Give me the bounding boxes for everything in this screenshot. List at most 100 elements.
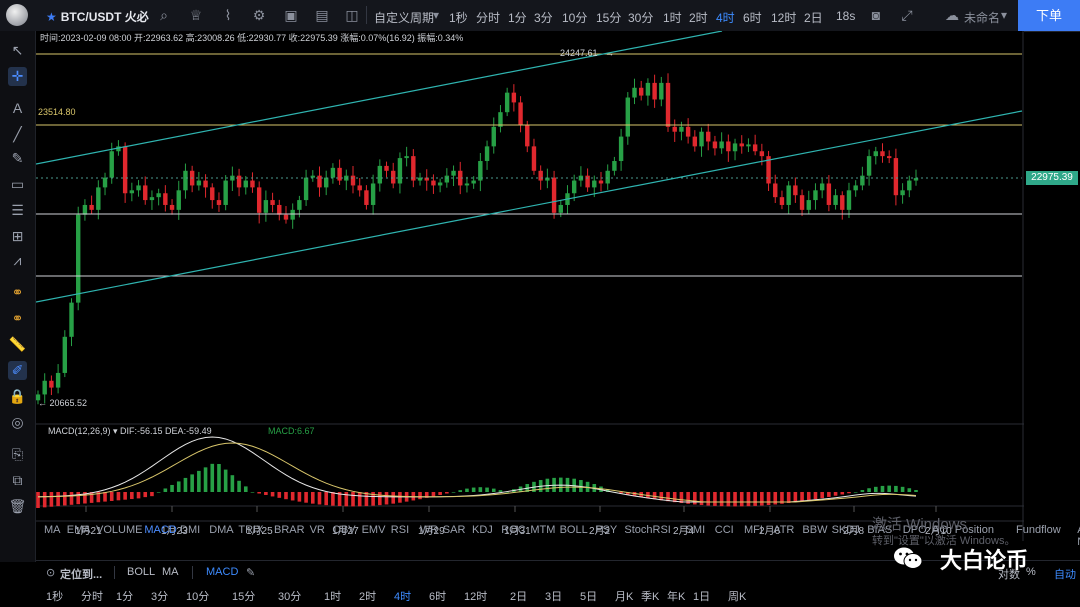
layout-icon[interactable]: ◫ (345, 7, 359, 23)
indicator-tab-bias[interactable]: BIAS (867, 524, 893, 536)
cloud-icon[interactable]: ☁ (945, 7, 959, 23)
hide-icon[interactable]: ◎ (11, 414, 24, 430)
timeframe-17[interactable]: 年K (667, 591, 686, 603)
indicator-tab-boll[interactable]: BOLL (559, 524, 588, 536)
indicator-icon[interactable]: ♕ (189, 7, 203, 23)
auto-toggle[interactable]: 自动 (1054, 569, 1076, 581)
boll-tab[interactable]: BOLL (127, 566, 156, 578)
timeframe-18[interactable]: 1日 (693, 591, 711, 603)
snapshot-icon[interactable]: ▤ (315, 7, 329, 23)
timeframe-4[interactable]: 10分 (186, 591, 210, 603)
period-2[interactable]: 1分 (508, 11, 527, 25)
timeframe-3[interactable]: 3分 (151, 591, 169, 603)
copy-icon[interactable]: ⧉ (12, 472, 23, 488)
timeframe-10[interactable]: 6时 (429, 591, 447, 603)
period-5[interactable]: 15分 (596, 11, 622, 25)
pen-icon[interactable]: ✎ (11, 150, 24, 166)
indicator-tab-stochrsi[interactable]: StochRSI (624, 524, 671, 536)
order-button[interactable]: 下单 (1018, 0, 1080, 31)
ruler-icon[interactable]: 📏 (8, 336, 27, 352)
period-10[interactable]: 6时 (743, 11, 762, 25)
period-4[interactable]: 10分 (562, 11, 588, 25)
macd-tab[interactable]: MACD (206, 566, 239, 578)
settings-icon[interactable]: ⚙ (252, 7, 266, 23)
indicator-tab-emv[interactable]: EMV (361, 524, 386, 536)
timeframe-11[interactable]: 12时 (464, 591, 488, 603)
chart-type-icon[interactable]: ⌇ (224, 7, 232, 23)
timeframe-13[interactable]: 3日 (545, 591, 563, 603)
indicator-tab-position[interactable]: Position (954, 524, 994, 536)
indicator-tab-smi[interactable]: SMI (685, 524, 706, 536)
timeframe-14[interactable]: 5日 (580, 591, 598, 603)
timeframe-0[interactable]: 1秒 (46, 591, 64, 603)
indicator-tab-roc[interactable]: ROC (501, 524, 526, 536)
unnamed-layout[interactable]: 未命名 (964, 11, 1001, 25)
pencil-draw-icon[interactable]: ✐ (8, 361, 27, 380)
price-chart[interactable]: 24000.0023500.0023000.0022500.0022000.00… (35, 30, 1070, 541)
period-1[interactable]: 分时 (476, 11, 501, 25)
timeframe-16[interactable]: 季K (641, 591, 660, 603)
timeframe-5[interactable]: 15分 (232, 591, 256, 603)
text-icon[interactable]: A (12, 100, 23, 116)
indicator-tab-trix[interactable]: TRIX (238, 524, 264, 536)
period-13[interactable]: 18s (836, 9, 856, 23)
trendline-icon[interactable]: ╱ (13, 126, 22, 142)
lock-icon[interactable]: 🔒 (8, 388, 27, 404)
chart-area[interactable]: 24000.0023500.0023000.0022500.0022000.00… (35, 30, 1078, 541)
indicator-tab-sar[interactable]: SAR (442, 524, 466, 536)
indicator-tab-atr[interactable]: ATR (773, 524, 795, 536)
period-12[interactable]: 2日 (804, 11, 823, 25)
link-icon[interactable]: ⚭ (11, 310, 24, 326)
timeframe-15[interactable]: 月K (615, 591, 634, 603)
indicator-tab-kdj[interactable]: KDJ (472, 524, 493, 536)
indicator-tab-wr[interactable]: WR (420, 524, 439, 536)
timeframe-12[interactable]: 2日 (510, 591, 528, 603)
grid-icon[interactable]: ⊞ (11, 228, 24, 244)
rectangle-icon[interactable]: ▭ (10, 176, 25, 192)
indicator-tab-macd[interactable]: MACD (144, 524, 177, 536)
custom-period-dropdown[interactable]: 自定义周期 (374, 11, 435, 25)
indicator-tab-brar[interactable]: BRAR (274, 524, 305, 536)
magnet-icon[interactable]: ⚭ (11, 284, 24, 300)
indicator-tab-volume[interactable]: VOLUME (96, 524, 143, 536)
indicator-tab-mtm[interactable]: MTM (530, 524, 556, 536)
log-toggle[interactable]: 对数 (998, 569, 1020, 581)
wave-icon[interactable]: ⩘ (13, 252, 22, 268)
search-icon[interactable]: ⌕ (160, 7, 168, 23)
timeframe-2[interactable]: 1分 (116, 591, 134, 603)
parallel-lines-icon[interactable]: ☰ (11, 202, 24, 218)
indicator-tab-dmi[interactable]: DMI (180, 524, 201, 536)
indicator-tab-mfi[interactable]: MFI (744, 524, 763, 536)
timeframe-9[interactable]: 4时 (394, 591, 412, 603)
indicator-tab-ema[interactable]: EMA (66, 524, 91, 536)
indicator-tab-ai-netvol[interactable]: AI-NetVOL (1077, 524, 1080, 548)
bookmark-icon[interactable]: ⎘ (11, 446, 24, 462)
locate-icon[interactable]: ⊙ (46, 567, 56, 579)
indicator-tab-skdj[interactable]: SKDJ (831, 524, 860, 536)
ma-tab[interactable]: MA (162, 566, 179, 578)
camera-icon[interactable]: ◙ (871, 7, 881, 23)
cursor-icon[interactable]: ↖ (11, 42, 24, 58)
locate-button[interactable]: 定位到... (60, 569, 103, 581)
indicator-tab-cci[interactable]: CCI (714, 524, 734, 536)
indicator-tab-vr[interactable]: VR (309, 524, 325, 536)
indicator-tab-bbw[interactable]: BBW (802, 524, 828, 536)
symbol-selector[interactable]: ★ BTC/USDT 火必 (46, 10, 149, 24)
indicator-tab-obv[interactable]: OBV (332, 524, 356, 536)
indicator-tab-dma[interactable]: DMA (209, 524, 234, 536)
timeframe-19[interactable]: 周K (728, 591, 747, 603)
percent-toggle[interactable]: % (1026, 566, 1036, 578)
timeframe-7[interactable]: 1时 (324, 591, 342, 603)
indicator-tab-ma[interactable]: MA (44, 524, 61, 536)
period-3[interactable]: 3分 (534, 11, 553, 25)
crosshair-icon[interactable]: ✛ (8, 67, 27, 86)
timeframe-1[interactable]: 分时 (81, 591, 103, 603)
period-8[interactable]: 2时 (689, 11, 708, 25)
fullscreen-icon[interactable]: ⤢ (901, 7, 913, 23)
trash-icon[interactable]: 🗑 (8, 498, 27, 514)
indicator-tab-rsi[interactable]: RSI (390, 524, 410, 536)
timeframe-6[interactable]: 30分 (278, 591, 302, 603)
period-6[interactable]: 30分 (628, 11, 654, 25)
period-9[interactable]: 4时 (716, 11, 735, 25)
indicator-tab-fundflow[interactable]: Fundflow (1016, 524, 1061, 536)
